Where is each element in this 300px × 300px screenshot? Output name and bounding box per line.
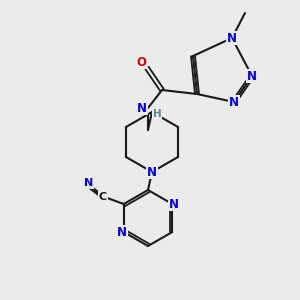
Text: N: N: [227, 32, 237, 44]
Text: N: N: [229, 95, 239, 109]
Text: N: N: [137, 101, 147, 115]
Text: N: N: [169, 197, 179, 211]
Text: N: N: [84, 178, 93, 188]
Text: N: N: [247, 70, 257, 83]
Text: O: O: [136, 56, 146, 68]
Text: N: N: [117, 226, 127, 238]
Text: C: C: [99, 192, 107, 202]
Text: N: N: [147, 166, 157, 178]
Text: H: H: [153, 109, 161, 119]
